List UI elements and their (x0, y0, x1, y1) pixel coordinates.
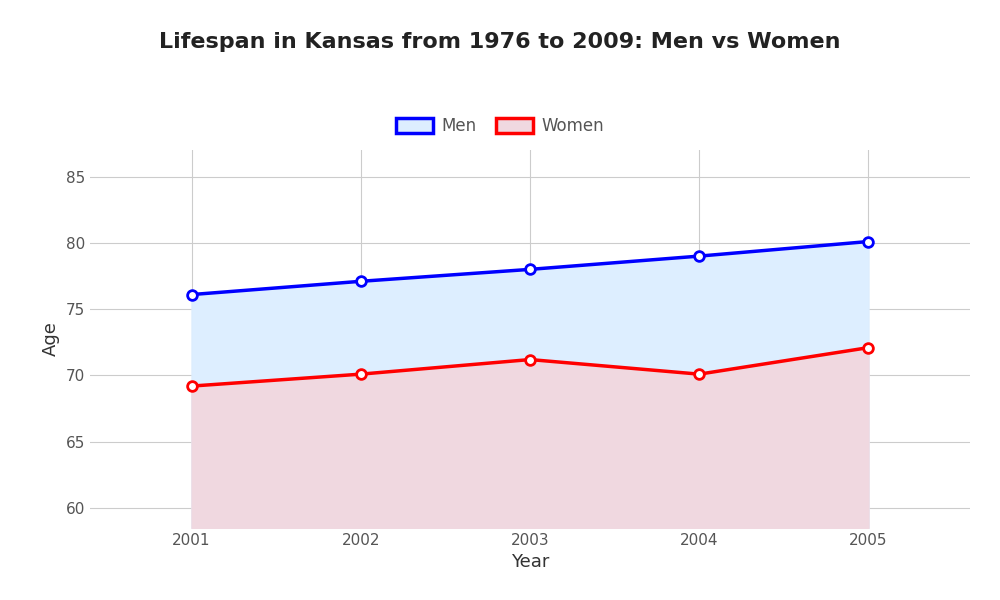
Y-axis label: Age: Age (42, 322, 60, 356)
Legend: Men, Women: Men, Women (389, 110, 611, 142)
X-axis label: Year: Year (511, 553, 549, 571)
Text: Lifespan in Kansas from 1976 to 2009: Men vs Women: Lifespan in Kansas from 1976 to 2009: Me… (159, 32, 841, 52)
